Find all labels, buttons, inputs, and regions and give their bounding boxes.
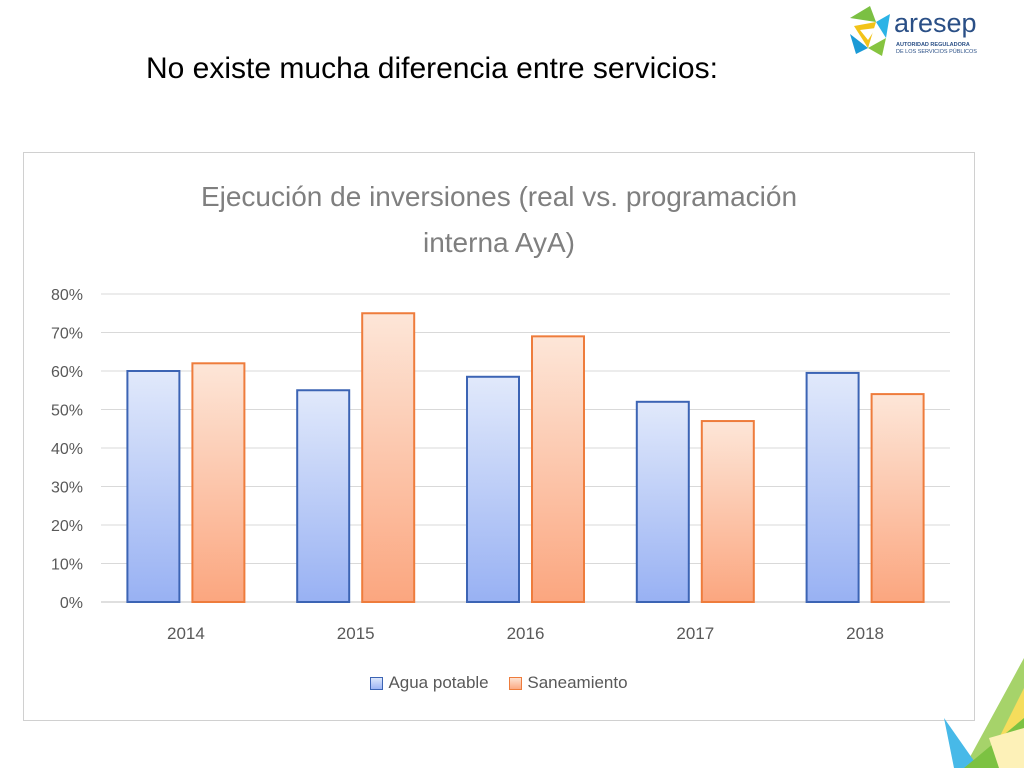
bar-saneamiento-2018 — [870, 393, 925, 603]
y-tick-label: 0% — [60, 595, 83, 612]
bar-saneamiento-2015 — [361, 312, 416, 603]
legend-item-saneamiento: Saneamiento — [509, 673, 628, 693]
x-tick-label: 2015 — [337, 624, 375, 643]
bar-agua-potable-2014 — [126, 370, 181, 603]
chart-legend: Agua potable Saneamiento — [24, 673, 974, 695]
bar-agua-potable-2017 — [635, 400, 690, 603]
corner-decoration-icon — [944, 658, 1024, 768]
aresep-logo: aresep AUTORIDAD REGULADORA DE LOS SERVI… — [846, 4, 996, 64]
chart-title-line-1: Ejecución de inversiones (real vs. progr… — [200, 181, 798, 212]
y-tick-label: 80% — [51, 287, 83, 304]
x-tick-label: 2016 — [507, 624, 545, 643]
legend-item-agua-potable: Agua potable — [370, 673, 489, 693]
bar-agua-potable-2015 — [296, 389, 351, 603]
y-tick-label: 60% — [51, 364, 83, 381]
x-tick-label: 2018 — [846, 624, 884, 643]
chart-frame: Ejecución de inversiones (real vs. progr… — [23, 152, 975, 721]
x-tick-label: 2017 — [676, 624, 714, 643]
bar-agua-potable-2016 — [466, 375, 520, 603]
y-tick-label: 70% — [51, 326, 83, 343]
y-tick-label: 40% — [51, 441, 83, 458]
bar-chart: 0% 10% 20% 30% 40% 50% 60% 70% 80% 2014 2015 2016 20… — [51, 287, 950, 643]
legend-label-agua-potable: Agua potable — [388, 673, 489, 692]
y-tick-label: 20% — [51, 518, 83, 535]
logo-wordmark: aresep — [894, 8, 977, 38]
logo-subtitle-1: AUTORIDAD REGULADORA — [896, 42, 970, 48]
legend-label-saneamiento: Saneamiento — [527, 673, 628, 692]
chart-title-line-2: interna AyA) — [422, 227, 576, 258]
bar-saneamiento-2017 — [700, 420, 755, 603]
bar-saneamiento-2014 — [191, 362, 246, 603]
y-tick-label: 50% — [51, 403, 83, 420]
y-tick-label: 10% — [51, 557, 83, 574]
bar-agua-potable-2018 — [805, 371, 860, 603]
legend-swatch-agua-potable — [370, 676, 384, 690]
slide-title: No existe mucha diferencia entre servici… — [146, 52, 718, 85]
y-tick-label: 30% — [51, 480, 83, 497]
logo-subtitle-2: DE LOS SERVICIOS PÚBLICOS — [896, 49, 977, 55]
x-tick-label: 2014 — [167, 624, 205, 643]
aresep-logo-mark-icon — [850, 6, 890, 56]
bar-saneamiento-2016 — [531, 335, 585, 603]
legend-swatch-saneamiento — [509, 676, 523, 690]
